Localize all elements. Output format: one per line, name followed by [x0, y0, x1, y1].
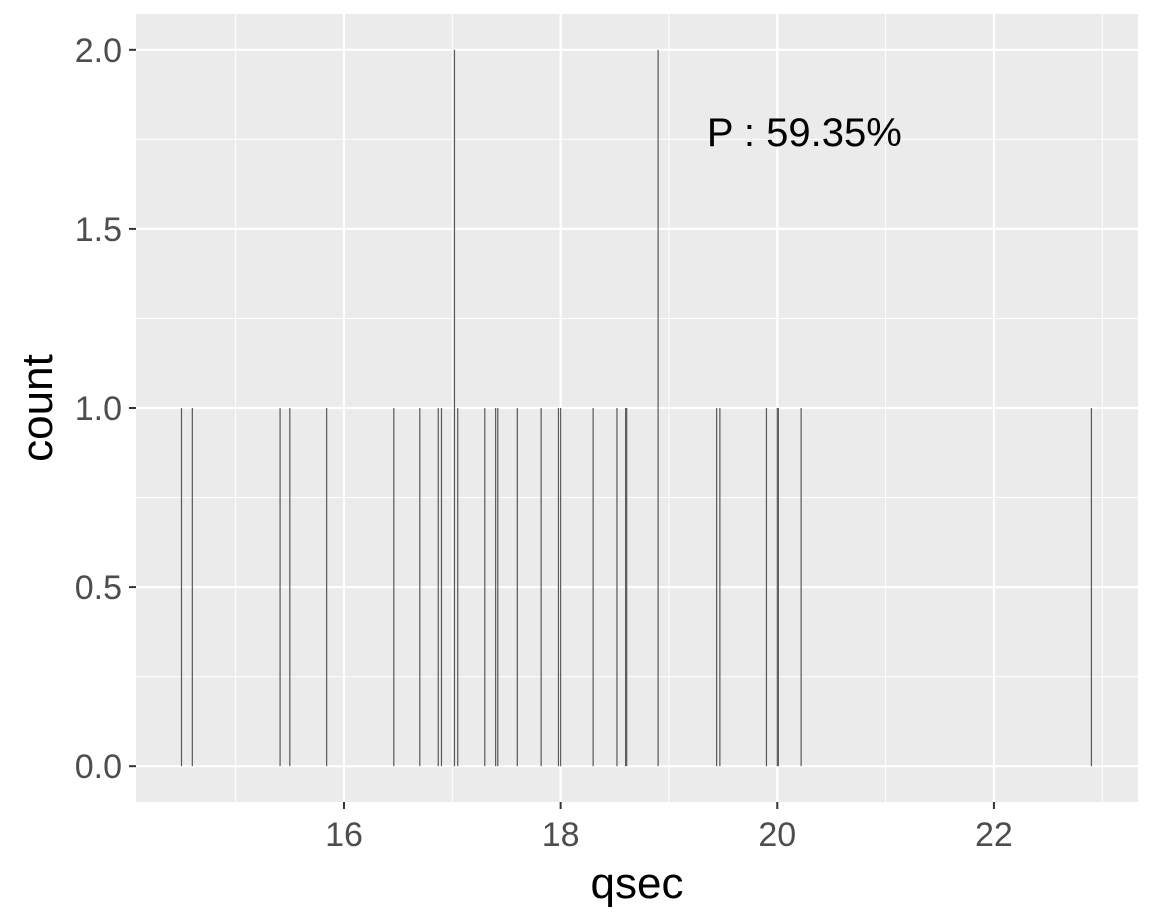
x-axis-ticks: 16 18 20 22: [325, 802, 1013, 854]
histogram-bar: [495, 408, 497, 767]
histogram-bar: [560, 408, 562, 767]
histogram-bar: [540, 408, 542, 767]
x-axis-title: qsec: [591, 859, 684, 908]
histogram-bar: [289, 408, 291, 767]
histogram-bar: [616, 408, 618, 767]
x-tick-label: 22: [975, 816, 1013, 854]
y-tick-label: 2.0: [75, 32, 122, 70]
x-tick-label: 20: [758, 816, 796, 854]
histogram-bar: [419, 408, 421, 767]
histogram-bar: [765, 408, 768, 767]
y-tick-label: 1.0: [75, 390, 122, 428]
bars-group: [180, 49, 1093, 767]
histogram-bar: [497, 408, 499, 767]
y-axis-title: count: [13, 354, 62, 462]
histogram-bar: [457, 408, 459, 767]
histogram-bar: [484, 408, 486, 767]
y-tick-label: 0.5: [75, 569, 122, 607]
y-axis-ticks: 0.0 0.5 1.0 1.5 2.0: [75, 32, 136, 786]
x-tick-label: 16: [325, 816, 363, 854]
histogram-bar: [557, 408, 560, 767]
histogram-bar: [279, 408, 281, 767]
histogram-bar: [437, 408, 439, 767]
histogram-bar: [777, 408, 779, 767]
y-tick-label: 1.5: [75, 211, 122, 249]
histogram-bar: [626, 408, 628, 767]
histogram-bar: [625, 408, 627, 767]
histogram-bar: [326, 408, 328, 767]
histogram-bar: [440, 408, 443, 767]
histogram-bar: [776, 408, 778, 767]
histogram-bar: [800, 408, 802, 767]
histogram-bar: [191, 408, 193, 767]
x-tick-label: 18: [542, 816, 580, 854]
histogram-bar: [516, 408, 518, 767]
y-tick-label: 0.0: [75, 748, 122, 786]
histogram-bar: [716, 408, 718, 767]
histogram-bar: [657, 49, 659, 767]
annotation-label: P : 59.35%: [707, 111, 902, 155]
histogram-bar: [453, 49, 456, 767]
histogram-bar: [1090, 408, 1093, 767]
histogram-bar: [592, 408, 594, 767]
histogram-bar: [719, 408, 721, 767]
histogram-bar: [393, 408, 395, 767]
histogram-bar: [180, 408, 183, 767]
